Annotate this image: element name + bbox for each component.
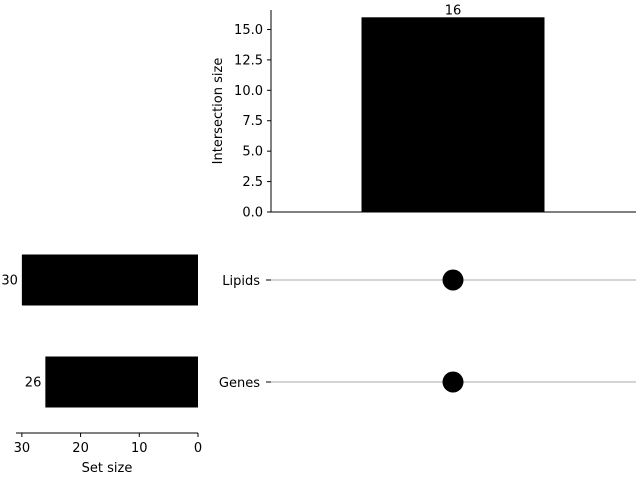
matrix-dot [442, 371, 464, 393]
set-size-bar [45, 356, 198, 408]
set-size-x-tick-label: 30 [14, 441, 31, 456]
set-size-panel: 30 26 30 20 10 0 Set size [1, 254, 202, 476]
set-size-x-tick-label: 10 [131, 441, 148, 456]
set-size-x-tick-label: 20 [72, 441, 89, 456]
set-size-x-label: Set size [82, 461, 133, 476]
intersection-bar [361, 17, 545, 212]
matrix-dot [442, 269, 464, 291]
matrix-row-label: Lipids [222, 274, 260, 289]
set-size-bars: 30 26 [1, 254, 198, 408]
intersection-size-panel: 0.0 2.5 5.0 7.5 10.0 12.5 15.0 16 Intersection… [211, 3, 636, 221]
intersection-y-label: Intersection size [211, 58, 226, 165]
intersection-bar-label: 16 [445, 3, 462, 18]
intersection-y-ticks: 0.0 2.5 5.0 7.5 10.0 12.5 15.0 [234, 23, 271, 221]
intersection-y-tick-label: 5.0 [242, 145, 263, 160]
set-size-x-ticks: 30 20 10 0 [14, 433, 202, 456]
intersection-y-tick-label: 15.0 [234, 23, 263, 38]
membership-matrix: Lipids Genes [219, 269, 636, 393]
set-size-bar [21, 254, 198, 306]
set-size-x-tick-label: 0 [194, 441, 202, 456]
set-size-bar-label: 26 [25, 376, 42, 391]
intersection-y-tick-label: 10.0 [234, 84, 263, 99]
intersection-y-tick-label: 12.5 [234, 53, 263, 68]
intersection-y-tick-label: 2.5 [242, 175, 263, 190]
intersection-y-tick-label: 7.5 [242, 114, 263, 129]
set-size-bar-label: 30 [1, 274, 18, 289]
intersection-bars: 16 [361, 3, 545, 212]
intersection-y-tick-label: 0.0 [242, 206, 263, 221]
matrix-row-label: Genes [219, 376, 260, 391]
